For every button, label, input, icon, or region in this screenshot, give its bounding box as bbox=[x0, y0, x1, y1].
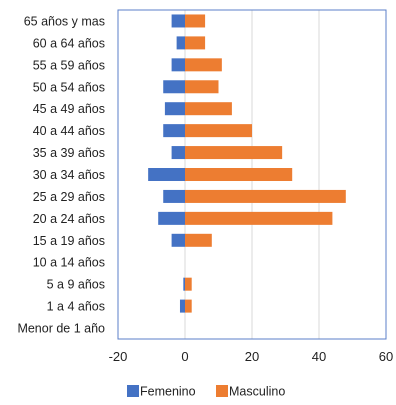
bar-masculino-0 bbox=[185, 14, 206, 28]
bar-femenino-2 bbox=[171, 58, 185, 72]
bar-masculino-5 bbox=[185, 124, 252, 138]
bar-group bbox=[148, 14, 346, 313]
bar-masculino-8 bbox=[185, 189, 346, 203]
legend-swatch-femenino bbox=[127, 385, 139, 397]
bar-masculino-1 bbox=[185, 36, 206, 50]
category-label: Menor de 1 año bbox=[17, 322, 105, 336]
bar-masculino-7 bbox=[185, 168, 293, 181]
category-axis-labels: 65 años y mas 60 a 64 años 55 a 59 años 50 … bbox=[17, 14, 105, 335]
legend-swatch-masculino bbox=[216, 385, 228, 397]
category-label: 25 a 29 años bbox=[33, 190, 105, 204]
category-label: 10 a 14 años bbox=[33, 256, 105, 270]
bar-masculino-3 bbox=[185, 80, 219, 94]
category-label: 35 a 39 años bbox=[33, 146, 105, 160]
bar-femenino-13 bbox=[179, 299, 185, 313]
legend: Femenino Masculino bbox=[127, 385, 285, 399]
bar-femenino-10 bbox=[171, 233, 185, 247]
bar-masculino-4 bbox=[185, 102, 232, 116]
category-label: 50 a 54 años bbox=[33, 80, 105, 94]
bar-femenino-1 bbox=[176, 36, 185, 50]
tick-label: 40 bbox=[312, 349, 326, 364]
bar-femenino-8 bbox=[163, 189, 185, 203]
bar-masculino-2 bbox=[185, 58, 222, 72]
category-label: 45 a 49 años bbox=[33, 102, 105, 116]
value-axis-labels: -20 0 20 40 60 bbox=[109, 349, 394, 364]
category-label: 15 a 19 años bbox=[33, 234, 105, 248]
category-label: 1 a 4 años bbox=[47, 300, 105, 314]
legend-label-femenino: Femenino bbox=[140, 385, 196, 399]
legend-label-masculino: Masculino bbox=[229, 385, 285, 399]
bar-femenino-4 bbox=[164, 102, 185, 116]
bar-masculino-9 bbox=[185, 211, 333, 225]
category-label: 5 a 9 años bbox=[47, 278, 105, 292]
tick-label: -20 bbox=[109, 349, 128, 364]
category-label: 20 a 24 años bbox=[33, 212, 105, 226]
tick-label: 0 bbox=[181, 349, 188, 364]
bar-femenino-7 bbox=[148, 168, 185, 181]
bar-femenino-6 bbox=[171, 146, 185, 160]
tick-label: 20 bbox=[245, 349, 259, 364]
bar-masculino-6 bbox=[185, 146, 283, 160]
bar-femenino-0 bbox=[171, 14, 185, 28]
bar-masculino-10 bbox=[185, 233, 212, 247]
bar-femenino-12 bbox=[183, 277, 185, 291]
category-label: 30 a 34 años bbox=[33, 168, 105, 182]
bar-femenino-3 bbox=[163, 80, 185, 94]
bar-masculino-13 bbox=[185, 299, 192, 313]
category-label: 55 a 59 años bbox=[33, 58, 105, 72]
category-label: 40 a 44 años bbox=[33, 124, 105, 138]
category-label: 60 a 64 años bbox=[33, 36, 105, 50]
category-label: 65 años y mas bbox=[24, 14, 105, 28]
bar-femenino-9 bbox=[158, 211, 185, 225]
tick-label: 60 bbox=[379, 349, 393, 364]
bar-femenino-5 bbox=[163, 124, 185, 138]
bar-masculino-12 bbox=[185, 277, 192, 291]
plot-area-border bbox=[117, 9, 387, 340]
